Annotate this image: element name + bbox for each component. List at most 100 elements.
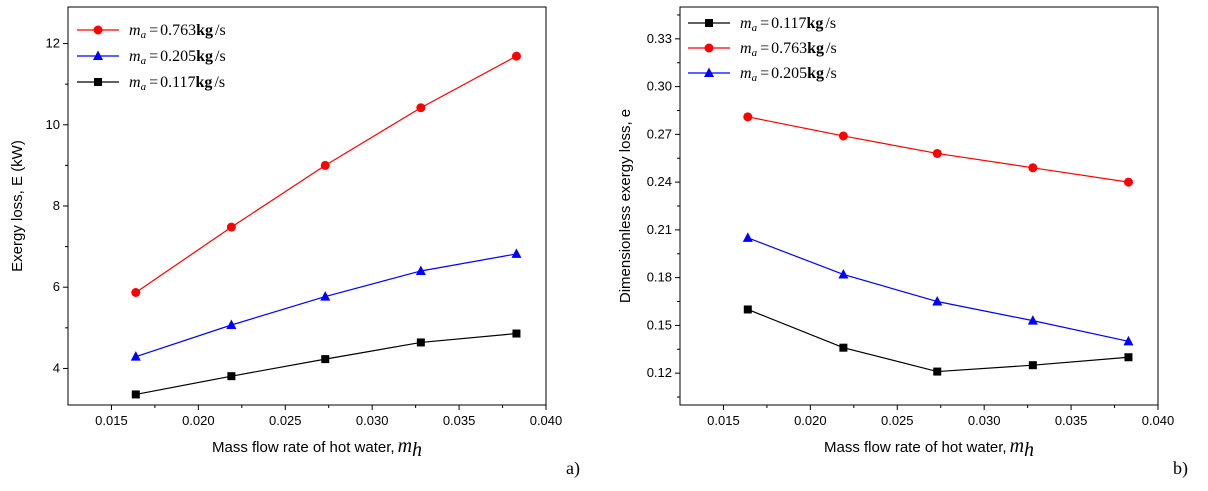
legend-marker [93,50,103,60]
legend-unit: kg [807,15,824,32]
x-axis-symbol: m [1010,435,1024,457]
legend-value: 0.763 [160,22,196,39]
x-axis-title: Mass flow rate of hot water, mh [212,435,422,461]
data-point [130,351,141,361]
data-point [932,148,942,158]
x-axis-subscript: h [412,439,422,461]
legend-unit: kg [807,65,824,82]
data-point [131,390,140,399]
legend-marker [704,67,714,77]
x-tick-label: 0.040 [530,413,563,428]
series-line-0.117 [747,308,1129,373]
data-point [1028,361,1037,370]
legend-subscript: a [752,47,758,59]
legend-equals: = [760,40,769,57]
legend-subscript: a [141,29,147,41]
data-point [839,343,848,352]
x-tick-label: 0.015 [95,413,128,428]
legend-symbol: m [740,65,752,82]
legend-unit: kg [807,40,824,57]
y-tick-label: 8 [53,198,60,213]
series-line-0.205 [747,237,1129,342]
data-point [131,288,141,298]
legend-value: 0.205 [160,48,196,65]
data-point [1124,353,1133,362]
legend-unit-tail: /s [826,40,837,57]
legend-symbol: m [740,40,752,57]
data-point [743,112,753,122]
plot-frame [679,6,1159,406]
legend-equals: = [149,48,158,65]
legend-subscript: a [141,55,147,67]
legend-unit: kg [196,74,213,91]
y-tick-label: 0.15 [647,317,672,332]
data-point [512,329,521,338]
legend-value: 0.763 [771,40,807,57]
data-point [511,51,521,61]
y-tick-label: 0.21 [647,222,672,237]
y-axis-title: Dimensionless exergy loss, e [617,109,634,303]
y-tick-label: 12 [46,36,60,51]
series-line-0.763 [135,55,517,293]
data-point [320,291,331,301]
data-point [1123,177,1133,187]
legend-equals: = [149,74,158,91]
data-point [416,338,425,347]
x-axis-title-text: Mass flow rate of hot water, [824,439,1007,456]
x-tick-label: 0.025 [269,413,302,428]
legend-equals: = [760,65,769,82]
legend-unit-tail: /s [214,74,225,91]
legend-marker [705,19,713,27]
legend-value: 0.205 [771,65,807,82]
legend-equals: = [760,15,769,32]
legend-marker [94,78,102,86]
series-line-0.117 [135,332,517,396]
legend-label: ma = 0.205kg/s [129,48,226,67]
data-point [742,232,753,242]
legend-subscript: a [141,81,147,93]
y-tick-label: 0.30 [647,79,672,94]
x-axis-title: Mass flow rate of hot water, mh [824,435,1034,461]
data-point [511,248,522,258]
legend-symbol: m [129,48,141,65]
legend-subscript: a [752,22,758,34]
data-point [227,372,236,381]
legend-subscript: a [752,72,758,84]
chart-panel-2: 0.015 0.020 0.025 0.030 0.035 0.040 0.12 0.15 0.… [617,6,1188,479]
x-tick-label: 0.020 [182,413,215,428]
legend-value: 0.117 [771,15,806,32]
x-tick-label: 0.020 [794,413,827,428]
x-tick-label: 0.015 [707,413,740,428]
legend-label: ma = 0.763kg/s [129,22,226,41]
x-tick-label: 0.030 [968,413,1001,428]
legend-symbol: m [129,22,141,39]
data-point [1028,163,1038,173]
data-point [226,222,236,232]
series-line-0.205 [135,253,517,358]
legend-symbol: m [129,74,141,91]
y-tick-label: 4 [53,360,60,375]
y-tick-label: 0.12 [647,365,672,380]
legend-unit-tail: /s [825,15,836,32]
x-tick-label: 0.030 [356,413,389,428]
legend-equals: = [149,22,158,39]
x-axis-subscript: h [1024,439,1034,461]
y-tick-label: 0.33 [647,31,672,46]
data-point [415,265,426,275]
x-tick-label: 0.035 [443,413,476,428]
y-tick-label: 6 [53,279,60,294]
legend-value: 0.117 [160,74,195,91]
data-point [320,160,330,170]
x-tick-label: 0.035 [1055,413,1088,428]
data-point [932,296,943,306]
x-axis-symbol: m [398,435,412,457]
panel-label: b) [1173,458,1188,479]
chart-panel-1: 0.015 0.020 0.025 0.030 0.035 0.040 4 6 8 10 12 Exe… [9,6,580,479]
y-tick-label: 0.18 [647,270,672,285]
legend-label: ma = 0.117kg/s [129,74,225,93]
legend-unit: kg [196,48,213,65]
data-point [321,355,330,364]
legend-symbol: m [740,15,752,32]
legend-unit-tail: /s [215,48,226,65]
